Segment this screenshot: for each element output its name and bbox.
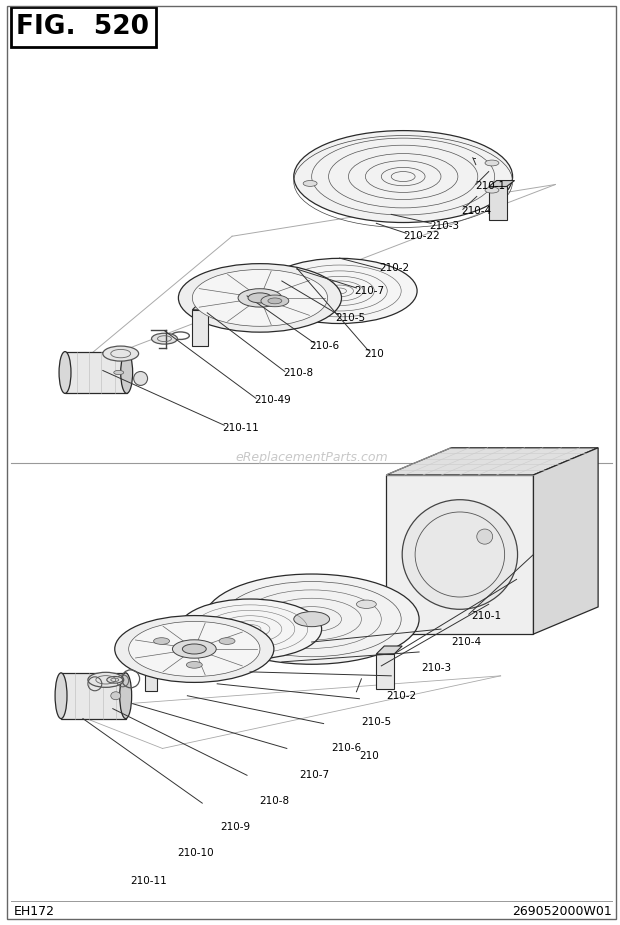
Text: 210-6: 210-6 (332, 744, 361, 754)
Ellipse shape (485, 187, 499, 193)
Ellipse shape (151, 333, 177, 344)
Text: 269052000W01: 269052000W01 (512, 905, 612, 918)
Ellipse shape (55, 672, 67, 719)
Text: 210-8: 210-8 (283, 368, 313, 378)
Ellipse shape (294, 130, 513, 223)
Polygon shape (386, 475, 533, 634)
Ellipse shape (179, 264, 342, 332)
Text: 210-7: 210-7 (355, 286, 384, 296)
Ellipse shape (172, 640, 216, 659)
Ellipse shape (192, 269, 327, 327)
FancyBboxPatch shape (11, 7, 156, 47)
Text: 210-49: 210-49 (254, 395, 291, 405)
Text: 210: 210 (365, 349, 384, 359)
Text: FIG.  520: FIG. 520 (16, 15, 149, 41)
Text: 210-1: 210-1 (471, 611, 501, 622)
Text: 210-6: 210-6 (309, 340, 340, 351)
Ellipse shape (111, 692, 121, 699)
Text: 210-4: 210-4 (451, 637, 481, 647)
Ellipse shape (294, 611, 330, 626)
Ellipse shape (88, 672, 124, 687)
Text: 210-11: 210-11 (131, 876, 167, 886)
Ellipse shape (107, 676, 123, 684)
Text: 210-10: 210-10 (177, 848, 214, 857)
Ellipse shape (485, 160, 499, 166)
Ellipse shape (134, 372, 148, 386)
Polygon shape (376, 654, 394, 689)
Ellipse shape (477, 529, 493, 544)
Text: eReplacementParts.com: eReplacementParts.com (236, 450, 388, 463)
Ellipse shape (129, 622, 260, 676)
Ellipse shape (121, 352, 133, 393)
Text: 210-5: 210-5 (361, 717, 391, 727)
Ellipse shape (204, 574, 419, 664)
Text: 210-3: 210-3 (429, 221, 459, 231)
Ellipse shape (115, 615, 274, 683)
Ellipse shape (182, 644, 206, 654)
Ellipse shape (238, 289, 282, 307)
Polygon shape (533, 448, 598, 634)
Ellipse shape (113, 370, 124, 375)
Ellipse shape (356, 600, 376, 609)
Ellipse shape (402, 500, 518, 610)
Polygon shape (192, 303, 214, 310)
Polygon shape (144, 656, 161, 661)
Text: 210-2: 210-2 (379, 263, 409, 273)
Ellipse shape (268, 298, 282, 303)
Ellipse shape (103, 346, 139, 361)
Ellipse shape (219, 637, 235, 645)
Text: EH172: EH172 (13, 905, 55, 918)
Polygon shape (144, 661, 156, 691)
Ellipse shape (261, 295, 289, 307)
Ellipse shape (248, 293, 272, 302)
Text: 210-5: 210-5 (335, 313, 366, 323)
Text: 210: 210 (360, 751, 379, 761)
Polygon shape (192, 310, 208, 346)
Ellipse shape (262, 258, 417, 324)
Polygon shape (61, 672, 126, 719)
Text: 210-8: 210-8 (259, 796, 289, 807)
Text: 210-4: 210-4 (461, 206, 491, 216)
Ellipse shape (59, 352, 71, 393)
Polygon shape (386, 448, 598, 475)
Ellipse shape (303, 180, 317, 186)
Text: 210-1: 210-1 (475, 181, 505, 191)
Polygon shape (65, 352, 126, 393)
Text: 210-2: 210-2 (386, 691, 417, 701)
Text: 210-11: 210-11 (222, 423, 259, 433)
Text: 210-7: 210-7 (299, 771, 330, 781)
Polygon shape (376, 646, 402, 654)
Polygon shape (489, 180, 515, 187)
Ellipse shape (187, 661, 202, 668)
Ellipse shape (154, 637, 169, 645)
Ellipse shape (179, 599, 322, 660)
Text: 210-22: 210-22 (403, 231, 440, 241)
Text: 210-3: 210-3 (421, 663, 451, 672)
Polygon shape (489, 187, 507, 220)
Text: 210-9: 210-9 (220, 822, 250, 832)
Ellipse shape (120, 672, 131, 719)
